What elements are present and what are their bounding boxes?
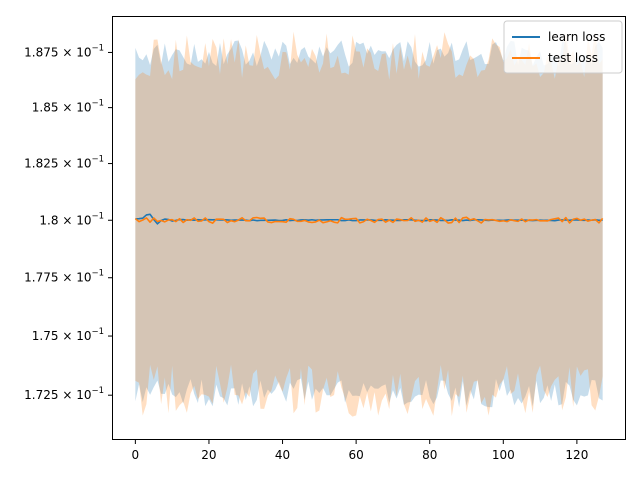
y-tick-label: 1.875 × 10−1 xyxy=(24,43,104,59)
x-tick-label: 20 xyxy=(201,448,216,462)
band-learn-loss xyxy=(135,40,603,408)
legend: learn loss test loss xyxy=(503,20,623,74)
plot-frame xyxy=(112,16,626,440)
x-tick-label: 40 xyxy=(275,448,290,462)
x-tick-label: 100 xyxy=(492,448,515,462)
y-tick-label: 1.8 × 10−1 xyxy=(39,211,104,227)
legend-box xyxy=(503,20,623,74)
x-axis: 0 20 40 60 80 100 120 xyxy=(132,440,588,462)
legend-label: learn loss xyxy=(548,30,605,44)
x-tick-label: 60 xyxy=(348,448,363,462)
line-test-loss xyxy=(134,216,604,224)
y-tick-label: 1.75 × 10−1 xyxy=(32,327,104,343)
y-axis: 1.725 × 10−1 1.75 × 10−1 1.775 × 10−1 1.8 ×… xyxy=(24,43,112,402)
legend-label: test loss xyxy=(548,51,598,65)
y-tick-label: 1.85 × 10−1 xyxy=(32,99,104,115)
x-tick-label: 120 xyxy=(565,448,588,462)
x-tick-label: 0 xyxy=(132,448,140,462)
y-tick-label: 1.825 × 10−1 xyxy=(24,155,104,171)
y-tick-label: 1.775 × 10−1 xyxy=(24,269,104,285)
lines-layer xyxy=(134,213,604,225)
band-test-loss xyxy=(135,31,603,417)
x-tick-label: 80 xyxy=(422,448,437,462)
bands-layer xyxy=(135,31,603,417)
y-tick-label: 1.725 × 10−1 xyxy=(24,386,104,402)
